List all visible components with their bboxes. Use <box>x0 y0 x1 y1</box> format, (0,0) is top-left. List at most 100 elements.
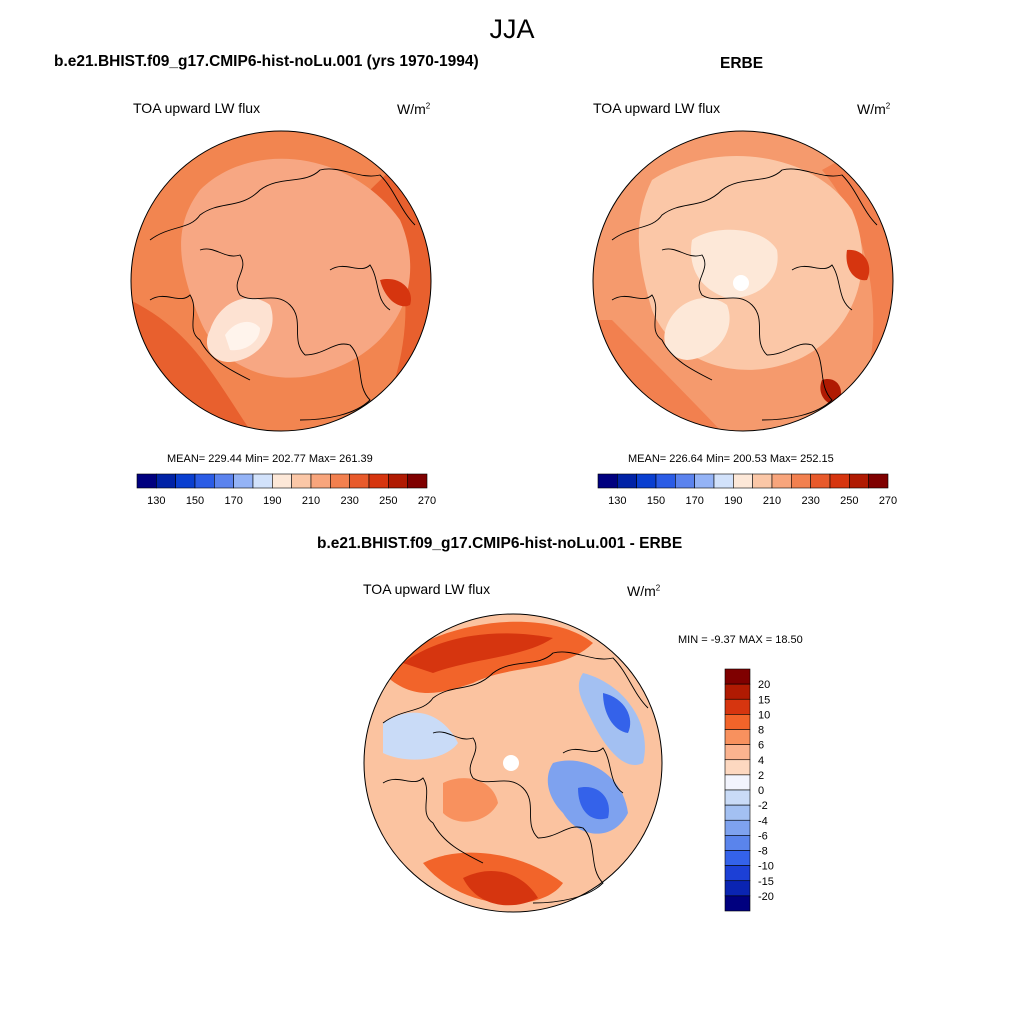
colorbar-swatch <box>233 473 254 489</box>
colorbar-swatch <box>733 473 753 489</box>
colorbar-tick-label: -6 <box>758 830 768 842</box>
panel-1-stats: MEAN= 229.44 Min= 202.77 Max= 261.39 <box>167 453 373 465</box>
colorbar-swatch <box>330 473 350 489</box>
panel-2-variable-label: TOA upward LW flux <box>593 100 721 116</box>
colorbar-swatch <box>791 473 811 489</box>
colorbar-tick-label: 270 <box>418 495 436 507</box>
warm-anomaly-greenland <box>443 778 498 822</box>
colorbar-swatch <box>694 473 715 489</box>
strong-warm-anomaly-north <box>403 633 553 673</box>
colorbar-tick-label: 170 <box>685 495 703 507</box>
colorbar-swatch <box>724 880 751 897</box>
colorbar-swatch <box>724 714 751 730</box>
colorbar-tick-label: 270 <box>879 495 897 507</box>
colorbar-swatch <box>136 473 157 489</box>
greenland-field <box>664 297 730 360</box>
colorbar-swatch <box>724 850 751 866</box>
colorbar-swatch <box>214 473 234 489</box>
colorbar-tick-label: 250 <box>379 495 397 507</box>
colorbar-swatch <box>724 729 751 745</box>
colorbar-swatch <box>724 774 751 791</box>
colorbar-tick-label: 190 <box>263 495 281 507</box>
map-boundary <box>130 130 432 432</box>
colorbar-swatch <box>156 473 176 489</box>
colorbar-tick-label: 250 <box>840 495 858 507</box>
colorbar-tick-label: 2 <box>758 770 764 782</box>
panel-2-stats: MEAN= 226.64 Min= 200.53 Max= 252.15 <box>628 453 834 465</box>
colorbar-swatch <box>724 895 751 912</box>
model-polar-map <box>130 130 432 432</box>
colorbar-tick-label: 150 <box>186 495 204 507</box>
colorbar-swatch <box>368 473 389 489</box>
colorbar-swatch <box>636 473 657 489</box>
tibet-warm-spot <box>846 249 870 281</box>
colorbar-swatch <box>724 789 751 806</box>
map-boundary <box>592 130 894 432</box>
colorbar-tick-label: 130 <box>608 495 626 507</box>
colorbar-tick-label: 10 <box>758 709 770 721</box>
colorbar-swatch <box>724 819 751 836</box>
colorbar-tick-label: -10 <box>758 861 774 873</box>
map-boundary <box>363 613 663 913</box>
pole-light-zone <box>691 229 778 299</box>
colorbar-tick-label: 210 <box>763 495 781 507</box>
model-colorbar: 130 150 170 190 210 230 250 270 <box>136 473 436 507</box>
coastlines <box>149 168 416 421</box>
colorbar-swatch <box>724 835 751 851</box>
colorbar-swatch <box>407 473 428 489</box>
colorbar-swatch <box>252 473 273 489</box>
colorbar-tick-label: 150 <box>647 495 665 507</box>
colorbar-swatch <box>724 865 751 882</box>
colorbar-swatch <box>617 473 637 489</box>
colorbar-swatch <box>724 698 751 715</box>
colorbar-swatch <box>771 473 792 489</box>
strong-cold-anomaly-asia <box>578 787 609 820</box>
colorbar-tick-label: 190 <box>724 495 742 507</box>
colorbar-swatch <box>194 473 215 489</box>
colorbar-tick-label: -15 <box>758 876 774 888</box>
panel-3-title: b.e21.BHIST.f09_g17.CMIP6-hist-noLu.001 … <box>317 535 683 552</box>
pole-hole <box>503 755 519 771</box>
colorbar-swatch <box>272 473 292 489</box>
colorbar-swatch <box>349 473 370 489</box>
panel-1-variable-label: TOA upward LW flux <box>133 100 261 116</box>
colorbar-swatch <box>724 759 751 776</box>
colorbar-swatch <box>724 804 751 821</box>
erbe-polar-map <box>592 130 894 432</box>
colorbar-tick-label: 230 <box>801 495 819 507</box>
panel-1-title: b.e21.BHIST.f09_g17.CMIP6-hist-noLu.001 … <box>54 53 479 70</box>
colorbar-tick-label: 210 <box>302 495 320 507</box>
greenland-core <box>225 321 260 351</box>
colorbar-tick-label: -8 <box>758 846 768 858</box>
colorbar-tick-label: 15 <box>758 694 770 706</box>
panel-2-title: ERBE <box>720 55 764 72</box>
colorbar-tick-label: -4 <box>758 815 768 827</box>
colorbar-swatch <box>810 473 831 489</box>
colorbar-swatch <box>724 683 751 700</box>
panel-3-stats: MIN = -9.37 MAX = 18.50 <box>678 634 803 646</box>
panel-3-units: W/m2 <box>627 583 661 599</box>
colorbar-swatch <box>849 473 869 489</box>
colorbar-swatch <box>752 473 773 489</box>
cold-anomaly-atlantic <box>383 712 458 760</box>
colorbar-tick-label: -20 <box>758 891 774 903</box>
colorbar-tick-label: 20 <box>758 679 770 691</box>
colorbar-swatch <box>597 473 618 489</box>
colorbar-swatch <box>868 473 889 489</box>
colorbar-swatch <box>310 473 331 489</box>
colorbar-tick-label: 6 <box>758 740 764 752</box>
colorbar-swatch <box>388 473 408 489</box>
colorbar-swatch <box>675 473 695 489</box>
figure-title: JJA <box>489 14 535 44</box>
colorbar-tick-label: 0 <box>758 785 764 797</box>
coastlines <box>382 651 649 904</box>
colorbar-swatch <box>291 473 312 489</box>
difference-polar-map <box>363 613 663 913</box>
colorbar-tick-label: 4 <box>758 755 764 767</box>
colorbar-tick-label: 8 <box>758 725 764 737</box>
colorbar-swatch <box>724 744 751 761</box>
colorbar-swatch <box>175 473 196 489</box>
strong-warm-anomaly-south <box>463 870 538 906</box>
pole-hole <box>733 275 749 291</box>
